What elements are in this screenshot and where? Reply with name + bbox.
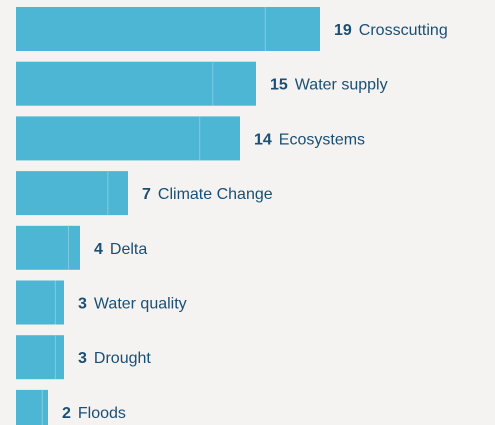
- bar-water-supply: [16, 61, 256, 106]
- bar-delta: [16, 225, 80, 270]
- value-label: 7: [142, 186, 151, 203]
- bar-floods: [16, 389, 48, 425]
- category-label: Delta: [110, 241, 147, 258]
- category-label: Crosscutting: [359, 22, 448, 39]
- value-label: 14: [254, 131, 272, 148]
- bar-label-climate-change: 7 Climate Change: [142, 186, 273, 203]
- bar-climate-change: [16, 171, 128, 216]
- value-label: 2: [62, 405, 71, 422]
- category-label: Drought: [94, 350, 151, 367]
- value-label: 3: [78, 350, 87, 367]
- bar-label-water-quality: 3 Water quality: [78, 296, 187, 313]
- bar-drought: [16, 335, 64, 380]
- value-label: 4: [94, 241, 103, 258]
- bar-label-drought: 3 Drought: [78, 350, 151, 367]
- category-label: Floods: [78, 405, 126, 422]
- category-label: Ecosystems: [279, 131, 365, 148]
- bar-water-quality: [16, 280, 64, 325]
- bar-label-crosscutting: 19 Crosscutting: [334, 22, 448, 39]
- value-label: 19: [334, 22, 352, 39]
- value-label: 15: [270, 77, 288, 94]
- bar-label-delta: 4 Delta: [94, 241, 147, 258]
- category-label: Water quality: [94, 296, 187, 313]
- bar-ecosystems: [16, 116, 240, 161]
- category-label: Water supply: [295, 77, 388, 94]
- bar-label-floods: 2 Floods: [62, 405, 126, 422]
- category-label: Climate Change: [158, 186, 273, 203]
- value-label: 3: [78, 296, 87, 313]
- bar-label-ecosystems: 14 Ecosystems: [254, 131, 365, 148]
- bar-label-water-supply: 15 Water supply: [270, 77, 388, 94]
- bar-crosscutting: [16, 7, 320, 51]
